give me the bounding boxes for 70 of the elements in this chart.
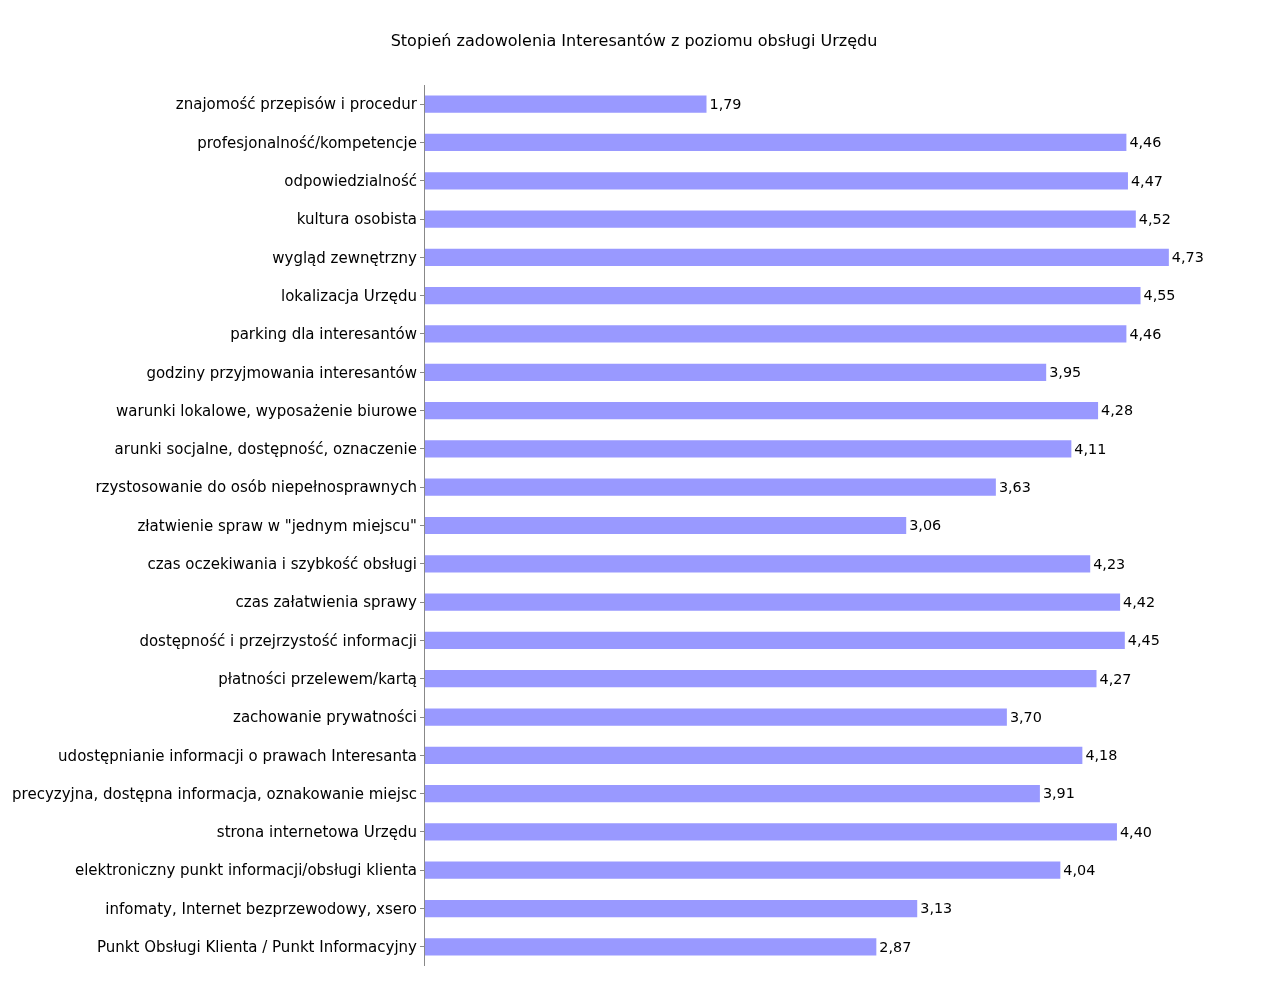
- y-tick-label: infomaty, Internet bezprzewodowy, xsero: [105, 899, 417, 918]
- bar: [425, 478, 996, 496]
- bar: [425, 899, 918, 918]
- bar: [425, 938, 877, 956]
- bar: [425, 325, 1127, 343]
- data-label: 4,28: [1101, 402, 1134, 419]
- bar: [425, 363, 1047, 381]
- bar: [425, 95, 707, 113]
- bar: [425, 823, 1117, 841]
- data-label: 3,06: [909, 517, 942, 534]
- data-label: 3,13: [920, 900, 953, 917]
- y-tick-label: czas oczekiwania i szybkość obsługi: [147, 555, 417, 574]
- bar: [425, 210, 1136, 228]
- bar: [425, 593, 1121, 611]
- data-label: 4,46: [1129, 325, 1162, 342]
- bar: [425, 631, 1125, 650]
- data-label: 4,27: [1099, 670, 1132, 687]
- data-label: 1,79: [709, 95, 742, 112]
- data-label: 4,42: [1123, 593, 1156, 610]
- bar: [425, 440, 1072, 458]
- data-label: 4,47: [1130, 172, 1163, 189]
- data-label: 4,46: [1129, 134, 1162, 151]
- bar: [425, 708, 1007, 726]
- data-label: 3,91: [1042, 785, 1075, 802]
- data-label: 4,73: [1171, 249, 1204, 266]
- data-label: 4,23: [1093, 555, 1126, 572]
- bar: [425, 287, 1141, 305]
- y-tick-label: złatwienie spraw w "jednym miejscu": [137, 516, 417, 535]
- bar: [425, 555, 1091, 573]
- y-tick-label: rzystosowanie do osób niepełnosprawnych: [95, 478, 417, 497]
- y-tick-label: lokalizacja Urzędu: [280, 286, 417, 305]
- data-label: 4,45: [1127, 632, 1160, 649]
- y-tick-label: wygląd zewnętrzny: [272, 248, 418, 267]
- data-label: 4,11: [1074, 440, 1107, 457]
- y-tick-label: czas załatwienia sprawy: [235, 593, 418, 612]
- data-label: 4,55: [1143, 287, 1176, 304]
- y-tick-label: dostępność i przejrzystość informacji: [139, 631, 417, 650]
- y-tick-label: znajomość przepisów i procedur: [175, 95, 418, 114]
- y-tick-label: kultura osobista: [296, 210, 417, 229]
- bar: [425, 516, 907, 535]
- data-label: 3,95: [1049, 364, 1082, 381]
- bar: [425, 746, 1083, 764]
- data-label: 4,18: [1085, 747, 1118, 764]
- data-label: 3,70: [1009, 708, 1042, 725]
- y-tick-label: Punkt Obsługi Klienta / Punkt Informacyjny: [97, 938, 418, 957]
- bar: [425, 133, 1127, 152]
- y-tick-label: parking dla interesantów: [230, 325, 417, 344]
- bar: [425, 861, 1061, 879]
- bar: [425, 172, 1128, 190]
- bar: [425, 401, 1099, 420]
- y-tick-label: precyzyjna, dostępna informacja, oznakowanie miejsc: [12, 784, 417, 803]
- bar: [425, 785, 1040, 803]
- data-label: 4,52: [1138, 210, 1171, 227]
- data-label: 2,87: [879, 938, 912, 955]
- y-tick-label: godziny przyjmowania interesantów: [146, 363, 417, 382]
- y-tick-label: strona internetowa Urzędu: [216, 823, 417, 842]
- chart-title: Stopień zadowolenia Interesantów z poziomu obsługi Urzędu: [390, 30, 878, 50]
- data-label: 4,40: [1119, 823, 1152, 840]
- bar: [425, 670, 1097, 688]
- y-tick-label: warunki lokalowe, wyposażenie biurowe: [116, 401, 417, 420]
- y-tick-label: płatności przelewem/kartą: [218, 669, 417, 688]
- data-label: 4,04: [1063, 862, 1096, 879]
- y-tick-label: udostępnianie informacji o prawach Interesanta: [58, 746, 417, 765]
- bar: [425, 248, 1169, 266]
- y-tick-label: zachowanie prywatności: [233, 708, 417, 727]
- y-tick-label: arunki socjalne, dostępność, oznaczenie: [114, 440, 417, 459]
- data-label: 3,63: [998, 478, 1031, 495]
- y-tick-label: odpowiedzialność: [284, 172, 417, 191]
- y-tick-label: profesjonalność/kompetencje: [197, 133, 417, 152]
- y-tick-label: elektroniczny punkt informacji/obsługi klienta: [74, 861, 417, 880]
